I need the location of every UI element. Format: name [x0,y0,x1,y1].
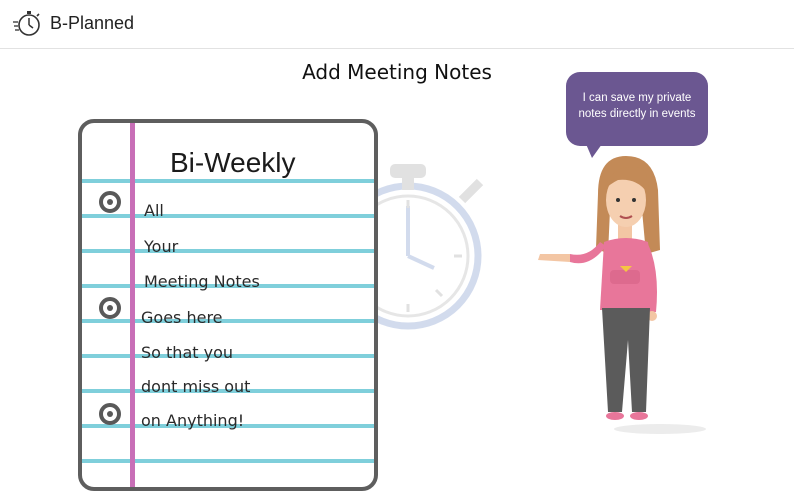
notebook-line: dont miss out [141,377,251,396]
stopwatch-icon[interactable] [12,8,42,38]
binder-hole-icon [99,297,121,319]
brand-name[interactable]: B-Planned [50,13,135,33]
notebook-illustration: Bi-Weekly All Your Meeting Notes Goes he… [78,119,378,491]
notebook-margin-line [130,123,135,487]
speech-bubble-tail [586,144,602,158]
notebook-line: on Anything! [141,411,245,430]
notebook-rule [82,249,374,253]
notebook-line: Meeting Notes [144,272,260,291]
notebook-rule [82,319,374,323]
notebook-rule [82,389,374,393]
notebook-rule [82,214,374,218]
notebook-rule [82,424,374,428]
page-title: Add Meeting Notes [302,60,492,84]
notebook-rule [82,179,374,183]
notebook-line: So that you [141,343,234,362]
notebook-rule [82,284,374,288]
binder-hole-icon [99,191,121,213]
binder-hole-icon [99,403,121,425]
notebook-title: Bi-Weekly [170,147,296,178]
notebook-line: All [144,201,164,220]
notebook-line: Goes here [141,308,223,327]
notebook-rule [82,459,374,463]
speech-bubble: I can save my private notes directly in … [566,72,708,146]
notebook-line: Your [144,237,179,256]
app-header: B-Planned [0,0,794,49]
woman-character-illustration [538,156,706,434]
notebook-rule [82,354,374,358]
